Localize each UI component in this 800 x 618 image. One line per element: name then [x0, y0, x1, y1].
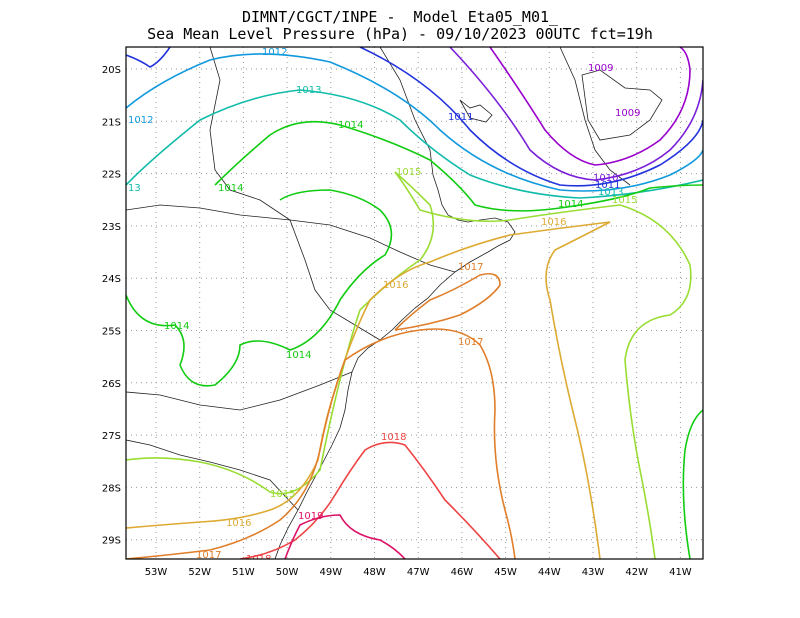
rio-lakes [459, 99, 493, 123]
label-1013-west: 13 [128, 183, 141, 194]
lon-tick-label: 53W [145, 567, 168, 578]
label-1018-center: 1018 [381, 432, 406, 443]
plot-area [126, 47, 703, 559]
lat-tick-label: 29S [102, 536, 121, 547]
reservoir-outline [581, 69, 663, 141]
isobar-1014-east [682, 409, 703, 559]
label-1016-center: 1016 [383, 280, 408, 291]
isobar-1017b [394, 272, 501, 331]
label-1012-west: 1012 [128, 115, 153, 126]
lat-lon-grid [126, 47, 703, 559]
lat-tick-label: 24S [102, 274, 121, 285]
isobar-1011b [126, 47, 171, 68]
label-1015-south: 1015 [270, 489, 295, 500]
latitude-ticks: 20S 21S 22S 23S 24S 25S 26S 27S 28S 29S [102, 65, 121, 547]
isobar-1014-main [214, 120, 703, 212]
isobar-1016 [126, 221, 611, 559]
label-1016-east: 1016 [541, 217, 566, 228]
state-border-rj [379, 47, 434, 176]
lat-tick-label: 23S [102, 222, 121, 233]
label-1010: 1010 [593, 173, 618, 184]
lon-tick-label: 48W [363, 567, 386, 578]
isobar-1017 [126, 328, 516, 559]
label-1011-east: 1011 [595, 180, 620, 191]
label-1013-north: 1013 [296, 85, 321, 96]
isobar-1010 [449, 47, 703, 181]
map-title-line1: DIMNT/CGCT/INPE - Model Eta05_M01_ [241, 8, 559, 26]
lon-tick-label: 42W [625, 567, 648, 578]
lon-tick-label: 49W [319, 567, 342, 578]
lat-tick-label: 26S [102, 379, 121, 390]
label-1017-center: 1017 [458, 337, 483, 348]
country-border [126, 439, 299, 511]
map-title-line2: Sea Mean Level Pressure (hPa) - 09/10/20… [147, 25, 653, 43]
state-border-sp-pr [289, 219, 381, 341]
label-1012-north: 1012 [262, 47, 287, 58]
isobar-1019 [284, 514, 406, 559]
lat-tick-label: 22S [102, 170, 121, 181]
label-1009-south: 1009 [615, 108, 640, 119]
state-border-north [209, 47, 291, 221]
label-1015-north: 1015 [396, 167, 421, 178]
label-1014-east: 1014 [558, 199, 583, 210]
label-1016-south: 1016 [226, 518, 251, 529]
longitude-ticks: 53W 52W 51W 50W 49W 48W 47W 46W 45W 44W 43W 42W 41W [145, 567, 692, 578]
lon-tick-label: 52W [188, 567, 211, 578]
lon-tick-label: 47W [407, 567, 430, 578]
label-1013-east: 1013 [598, 187, 623, 198]
isobar-1014-west [126, 189, 393, 387]
label-1015-east: 1015 [612, 195, 637, 206]
lat-tick-label: 25S [102, 327, 121, 338]
isobar-1011 [359, 47, 703, 187]
isobar-1012 [126, 53, 703, 192]
lon-tick-label: 51W [232, 567, 255, 578]
label-1014-west: 1014 [218, 183, 243, 194]
lon-tick-label: 45W [494, 567, 517, 578]
lon-tick-label: 46W [451, 567, 474, 578]
label-1018-south: 1018 [246, 554, 271, 565]
plot-frame [125, 46, 704, 560]
isobar-1013 [126, 89, 703, 199]
lat-tick-label: 20S [102, 65, 121, 76]
lon-tick-label: 44W [538, 567, 561, 578]
state-border-mg-sp [126, 204, 456, 273]
isobar-1018 [239, 441, 501, 559]
state-border-pr-sc [126, 371, 353, 411]
label-1009-north: 1009 [588, 63, 613, 74]
lat-tick-label: 28S [102, 483, 121, 494]
isobars [126, 47, 703, 559]
label-1011-west: 1011 [448, 112, 473, 123]
lon-tick-label: 41W [669, 567, 692, 578]
lat-tick-label: 27S [102, 431, 121, 442]
label-1017-south: 1017 [196, 550, 221, 561]
isobar-1015 [126, 171, 692, 559]
label-1014-south: 1014 [164, 321, 189, 332]
state-border-es [559, 47, 631, 186]
label-1017-north: 1017 [458, 262, 483, 273]
lon-tick-label: 43W [582, 567, 605, 578]
isobar-labels: 1009 1009 1010 1011 1011 1013 1012 1012 … [128, 47, 640, 565]
label-1014-center: 1014 [286, 350, 311, 361]
label-1014-north: 1014 [338, 120, 363, 131]
lon-tick-label: 50W [276, 567, 299, 578]
isobar-1009 [489, 47, 691, 166]
label-1019: 1019 [298, 511, 323, 522]
lat-tick-label: 21S [102, 117, 121, 128]
